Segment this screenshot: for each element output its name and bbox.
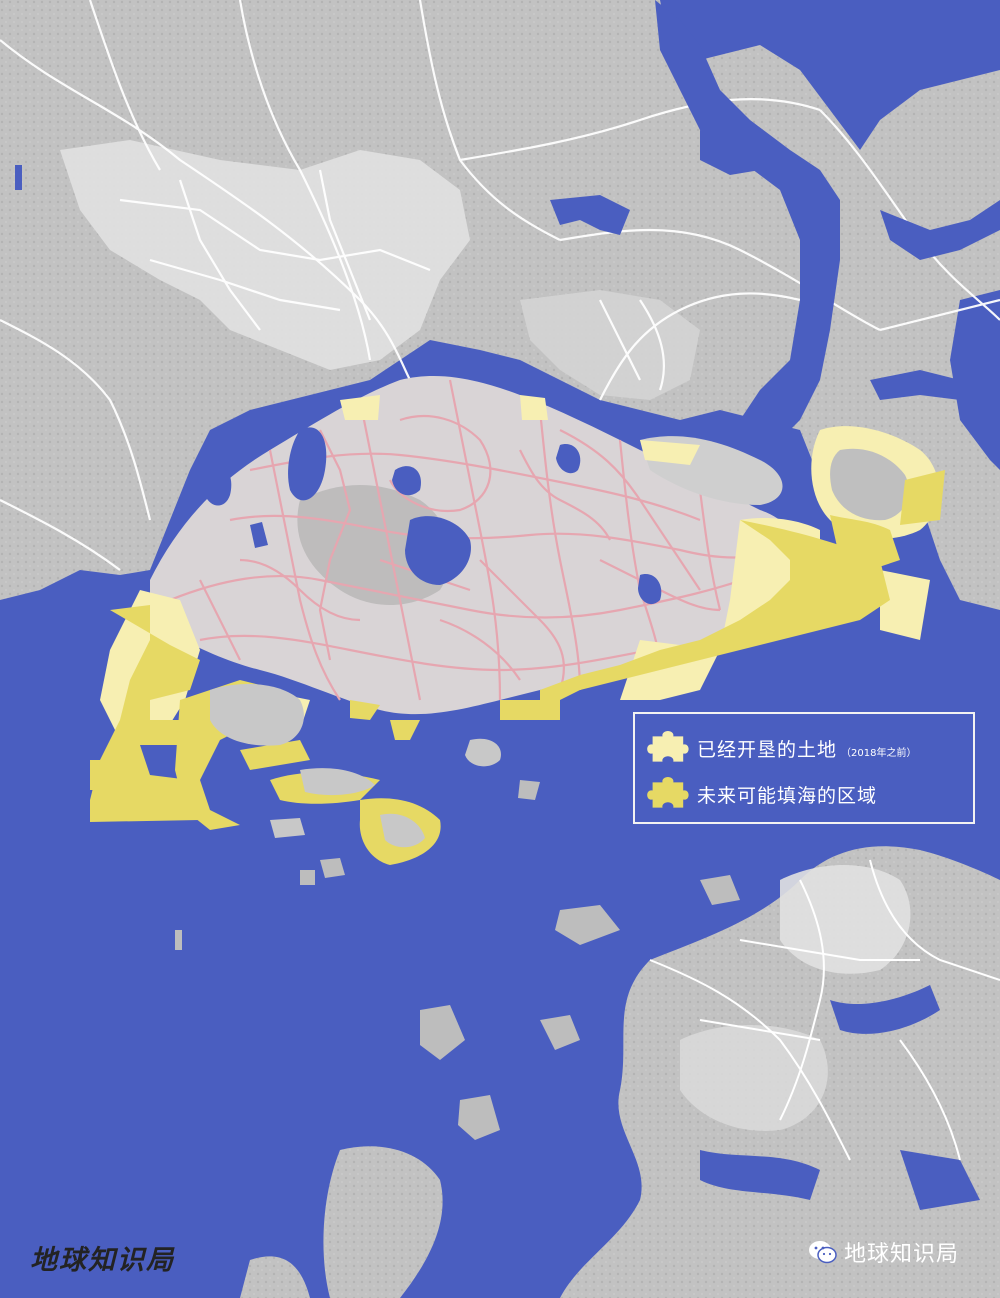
legend-label-future: 未来可能填海的区域 — [697, 784, 878, 807]
legend-item-reclaimed: 已经开垦的土地 （2018年之前） — [647, 730, 916, 766]
central-catchment — [297, 485, 451, 605]
pasir-gudang-urban — [520, 290, 700, 400]
wechat-icon — [809, 1241, 837, 1264]
watermark-right-text: 地球知识局 — [844, 1242, 960, 1267]
legend-label-reclaimed: 已经开垦的土地 — [697, 738, 838, 761]
singapore-reservoirs — [205, 427, 662, 605]
johor-rivers — [15, 0, 1000, 440]
map-legend: 已经开垦的土地 （2018年之前） 未来可能填海的区域 — [633, 712, 975, 824]
legend-note-reclaimed: （2018年之前） — [841, 747, 917, 759]
small-islets — [175, 780, 740, 1140]
watermark-right: 地球知识局 — [808, 1236, 959, 1268]
puzzle-piece-icon — [647, 777, 689, 808]
batam-urban-east — [680, 1025, 828, 1131]
singapore-roads — [169, 379, 781, 701]
batam-roads — [649, 859, 1000, 1161]
legend-item-future: 未来可能填海的区域 — [647, 776, 877, 812]
southern-islands — [210, 684, 501, 848]
watermark-left: 地球知识局 — [30, 1245, 175, 1276]
batam-channels — [700, 985, 980, 1210]
batam-urban — [780, 865, 911, 974]
western-islands — [323, 1146, 443, 1298]
future-reclamation — [90, 515, 900, 865]
tekong-future — [900, 470, 945, 525]
island-southwest — [240, 1256, 310, 1298]
puzzle-piece-icon — [647, 731, 689, 762]
pulau-tekong-core — [830, 448, 909, 521]
